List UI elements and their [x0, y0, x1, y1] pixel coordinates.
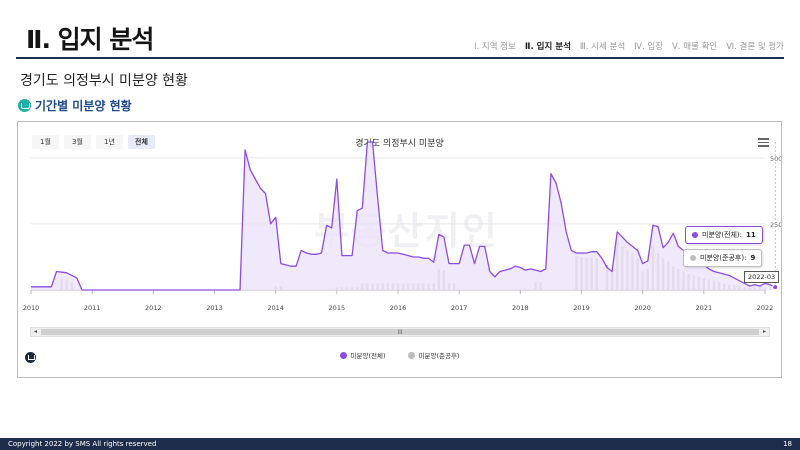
tooltip-completed-label: 미분양(준공후):: [700, 254, 747, 262]
chart-legend: 미분양(전체) 미분양(준공후): [18, 350, 781, 360]
chart-panel: 1월 3월 1년 전체 경기도 의정부시 미분양 부동산지인 500 250 201…: [17, 121, 782, 378]
legend-label-completed: 미분양(준공후): [418, 352, 460, 360]
tooltip-date: 2022-03: [744, 271, 780, 283]
x-tick-label: 2015: [329, 304, 346, 312]
x-tick-label: 2013: [206, 304, 223, 312]
nav-item-location-analysis[interactable]: Ⅱ. 입지 분석: [524, 42, 571, 52]
tooltip-completed-value: 9: [750, 254, 756, 262]
section-nav: Ⅰ. 지역 정보 Ⅱ. 입지 분석 Ⅲ. 시세 분석 Ⅳ. 임장 Ⅴ. 매물 확…: [474, 40, 784, 52]
nav-item-conclusion[interactable]: Ⅵ. 결론 및 평가: [726, 42, 784, 52]
page-title: Ⅱ. 입지 분석: [26, 25, 154, 54]
title-divider: [16, 57, 784, 59]
range-button-1m[interactable]: 1월: [32, 135, 59, 149]
section-heading: 기간별 미분양 현황: [18, 97, 132, 114]
tooltip-total-label: 미분양(전체):: [702, 231, 743, 239]
line-total: [31, 141, 776, 291]
legend-item-completed[interactable]: 미분양(준공후): [407, 350, 460, 360]
nav-item-site-visit[interactable]: Ⅳ. 임장: [634, 42, 664, 52]
x-tick-label: 2011: [84, 304, 101, 312]
page-number: 18: [783, 440, 792, 448]
legend-dot-completed: [407, 351, 415, 359]
tooltip-total: 미분양(전체): 11: [685, 226, 763, 244]
tooltip-total-value: 11: [746, 231, 756, 239]
nav-item-region-info[interactable]: Ⅰ. 지역 정보: [473, 42, 516, 52]
hamburger-menu-icon[interactable]: [758, 138, 769, 147]
chart-title: 경기도 의정부시 미분양: [355, 139, 444, 149]
scroll-thumb[interactable]: III: [41, 329, 759, 336]
brand-logo-icon: [25, 352, 36, 363]
y-tick-label: 250: [770, 221, 781, 229]
x-tick-label: 2021: [696, 304, 713, 312]
nav-item-price-analysis[interactable]: Ⅲ. 시세 분석: [579, 42, 626, 52]
x-tick-label: 2019: [573, 304, 590, 312]
x-tick-label: 2014: [267, 304, 284, 312]
chart-scrollbar[interactable]: ◂ III ▸: [30, 327, 770, 337]
range-button-all[interactable]: 전체: [128, 135, 155, 149]
home-icon: [18, 99, 31, 112]
scroll-left-icon[interactable]: ◂: [33, 328, 37, 335]
legend-label-total: 미분양(전체): [350, 352, 386, 360]
nav-item-listing-check[interactable]: Ⅴ. 매물 확인: [672, 42, 718, 52]
x-tick-label: 2012: [145, 304, 162, 312]
range-button-3m[interactable]: 3월: [64, 135, 91, 149]
x-tick-label: 2020: [634, 304, 651, 312]
x-tick-label: 2022: [757, 304, 774, 312]
tooltip-completed: 미분양(준공후): 9: [683, 249, 763, 267]
scroll-grip-icon: III: [397, 329, 403, 336]
x-tick-label: 2017: [451, 304, 468, 312]
footer: Copyright 2022 by SMS All rights reserve…: [0, 438, 800, 450]
area-total: [31, 142, 776, 290]
tooltip-total-dot: [692, 232, 698, 238]
x-tick-label: 2016: [390, 304, 407, 312]
legend-dot-total: [339, 351, 347, 359]
page-subtitle: 경기도 의정부시 미분양 현황: [20, 73, 188, 89]
chart-plot: 500 250 2010 2011 2012 2013 2014 2015 2016 2017 20…: [23, 141, 781, 312]
scroll-right-icon[interactable]: ▸: [762, 328, 766, 335]
range-button-1y[interactable]: 1년: [96, 135, 123, 149]
x-tick-label: 2010: [23, 304, 40, 312]
footer-copyright: Copyright 2022 by SMS All rights reserve…: [8, 440, 157, 448]
legend-item-total[interactable]: 미분양(전체): [339, 350, 386, 360]
y-tick-label: 500: [770, 155, 781, 163]
hover-point: [772, 284, 779, 291]
section-label: 기간별 미분양 현황: [35, 99, 132, 113]
range-selector: 1월 3월 1년 전체: [32, 135, 155, 149]
tooltip-completed-dot: [690, 255, 696, 261]
x-tick-label: 2018: [512, 304, 529, 312]
